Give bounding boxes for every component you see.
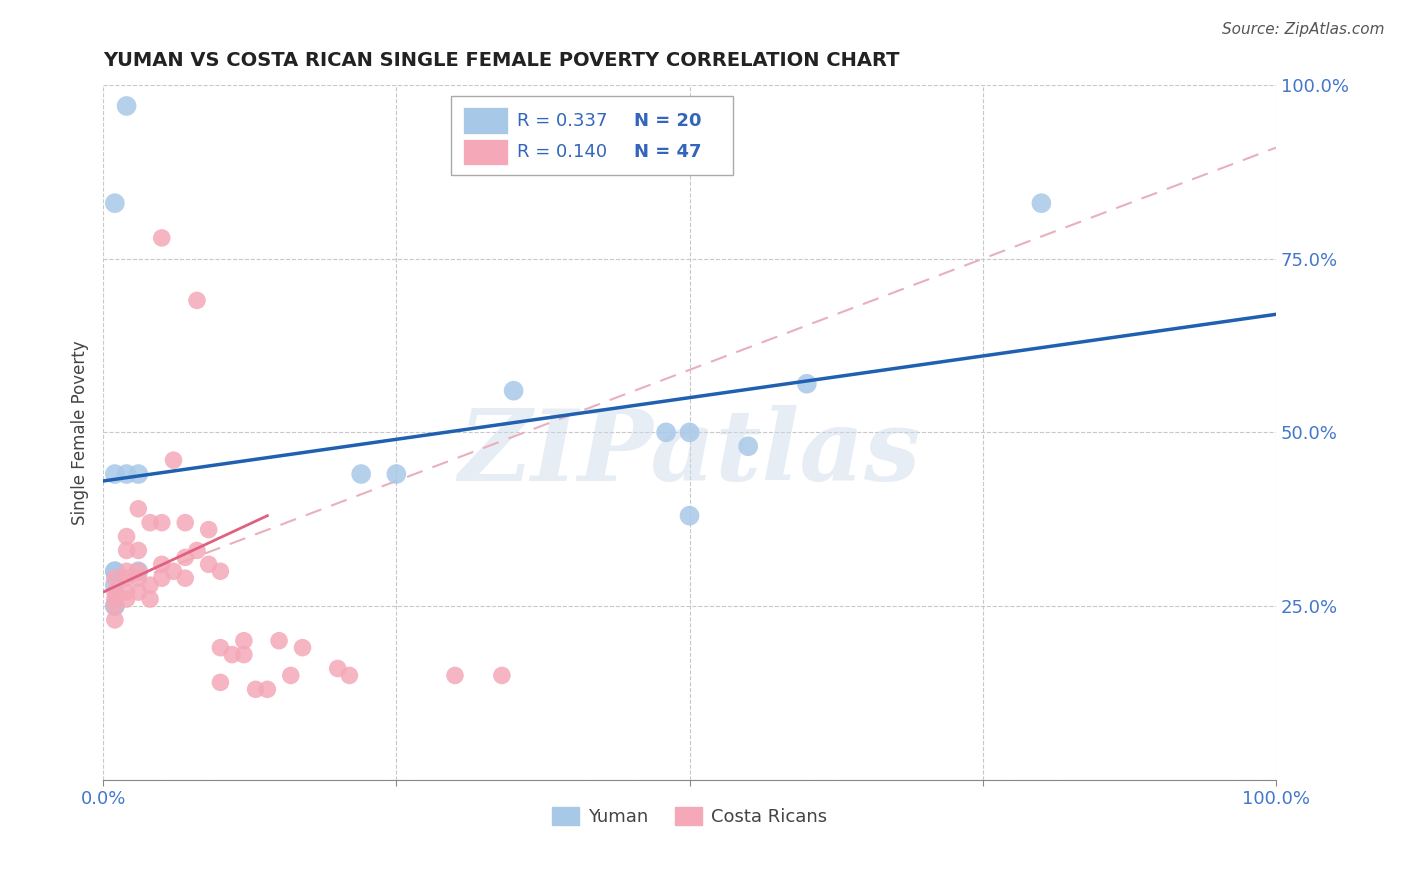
Point (385, 467, 408, 481)
FancyBboxPatch shape (451, 95, 733, 176)
Point (174, 550, 197, 565)
Point (678, 425, 700, 440)
Point (127, 564, 149, 578)
Point (737, 439, 759, 453)
Point (221, 648, 243, 662)
Text: N = 20: N = 20 (634, 112, 702, 129)
Point (104, 599, 127, 613)
Point (256, 682, 278, 697)
Point (139, 516, 162, 530)
Point (127, 571, 149, 585)
Point (115, 467, 138, 481)
Point (339, 668, 361, 682)
Point (139, 592, 162, 607)
Point (174, 571, 197, 585)
Text: R = 0.337: R = 0.337 (517, 112, 607, 129)
Point (197, 523, 219, 537)
Point (139, 578, 162, 592)
Point (127, 467, 149, 481)
Point (115, 571, 138, 585)
Point (104, 613, 127, 627)
Point (104, 599, 127, 613)
Point (267, 633, 290, 648)
Point (326, 661, 349, 675)
Point (174, 516, 197, 530)
Point (280, 668, 302, 682)
Point (115, 585, 138, 599)
Point (127, 564, 149, 578)
Point (104, 585, 127, 599)
Point (115, 564, 138, 578)
Point (104, 564, 127, 578)
Point (162, 564, 184, 578)
FancyBboxPatch shape (463, 138, 508, 165)
Point (150, 571, 173, 585)
Point (209, 640, 232, 655)
Point (104, 571, 127, 585)
Text: R = 0.140: R = 0.140 (517, 143, 607, 161)
FancyBboxPatch shape (463, 107, 508, 134)
Point (115, 530, 138, 544)
Point (104, 196, 127, 211)
Point (232, 648, 254, 662)
Legend: Yuman, Costa Ricans: Yuman, Costa Ricans (544, 799, 835, 833)
Point (127, 585, 149, 599)
Point (127, 501, 149, 516)
Text: ZIPatlas: ZIPatlas (458, 405, 921, 501)
Point (186, 543, 208, 558)
Point (491, 668, 513, 682)
Point (197, 558, 219, 572)
Point (350, 467, 373, 481)
Text: YUMAN VS COSTA RICAN SINGLE FEMALE POVERTY CORRELATION CHART: YUMAN VS COSTA RICAN SINGLE FEMALE POVER… (103, 51, 900, 70)
Point (1031, 196, 1053, 211)
Text: Source: ZipAtlas.com: Source: ZipAtlas.com (1222, 22, 1385, 37)
Point (127, 543, 149, 558)
Point (115, 592, 138, 607)
Point (444, 668, 467, 682)
Y-axis label: Single Female Poverty: Single Female Poverty (72, 340, 89, 524)
Point (232, 633, 254, 648)
Point (104, 592, 127, 607)
Point (796, 376, 818, 391)
Point (104, 467, 127, 481)
Point (162, 453, 184, 467)
Point (678, 508, 700, 523)
Point (104, 578, 127, 592)
Point (104, 564, 127, 578)
Point (150, 516, 173, 530)
Point (291, 640, 314, 655)
Point (150, 558, 173, 572)
Point (502, 384, 524, 398)
Point (209, 564, 232, 578)
Point (104, 599, 127, 613)
Text: N = 47: N = 47 (634, 143, 702, 161)
Point (115, 99, 138, 113)
Point (115, 543, 138, 558)
Point (655, 425, 678, 440)
Point (150, 231, 173, 245)
Point (186, 293, 208, 308)
Point (245, 682, 267, 697)
Point (209, 675, 232, 690)
